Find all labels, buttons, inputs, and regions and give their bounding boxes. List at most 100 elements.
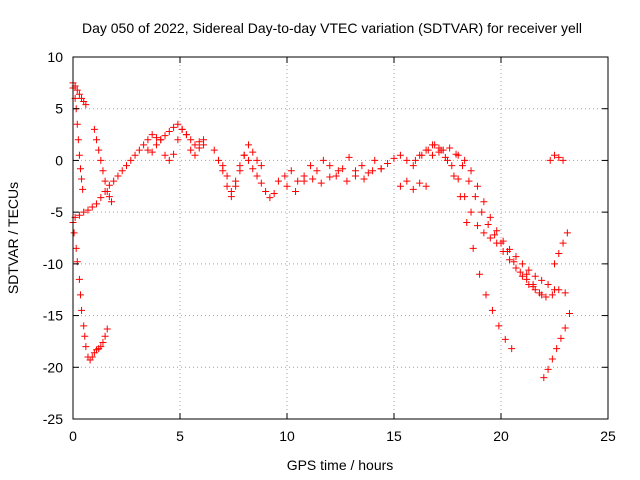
- data-point: [110, 177, 118, 185]
- data-point: [506, 256, 514, 264]
- data-point: [165, 156, 173, 164]
- data-point: [76, 291, 84, 299]
- data-point: [287, 167, 295, 175]
- data-point: [435, 148, 443, 156]
- data-point: [431, 141, 439, 149]
- data-point: [326, 162, 334, 170]
- data-point: [73, 86, 81, 94]
- data-point: [88, 353, 96, 361]
- data-point: [473, 222, 481, 230]
- data-point: [332, 172, 340, 180]
- data-point: [446, 144, 454, 152]
- data-point: [555, 153, 563, 161]
- data-point: [309, 175, 317, 183]
- data-point: [174, 136, 182, 144]
- data-point: [403, 156, 411, 164]
- y-tick-label: 10: [47, 49, 63, 65]
- series-arc-o: [454, 151, 558, 294]
- data-point: [253, 156, 261, 164]
- x-tick-label: 10: [279, 428, 295, 444]
- data-point: [80, 208, 88, 216]
- data-point: [232, 182, 240, 190]
- data-point: [75, 151, 83, 159]
- data-point: [396, 151, 404, 159]
- data-point: [512, 253, 520, 261]
- data-point: [313, 167, 321, 175]
- data-point: [292, 187, 300, 195]
- data-point: [557, 334, 565, 342]
- data-point: [240, 151, 248, 159]
- data-point: [561, 289, 569, 297]
- data-point: [157, 136, 165, 144]
- data-point: [491, 231, 499, 239]
- data-point: [548, 291, 556, 299]
- data-point: [463, 218, 471, 226]
- data-point: [182, 131, 190, 139]
- data-point: [294, 177, 302, 185]
- data-point: [439, 146, 447, 154]
- data-point: [152, 134, 160, 142]
- data-point: [103, 187, 111, 195]
- data-point: [450, 172, 458, 180]
- data-point: [75, 90, 83, 98]
- data-point: [90, 125, 98, 133]
- series-arc-p: [523, 270, 569, 301]
- data-point: [101, 332, 109, 340]
- data-point: [283, 182, 291, 190]
- data-point: [351, 172, 359, 180]
- data-point: [108, 198, 116, 206]
- data-point: [215, 156, 223, 164]
- data-point: [262, 187, 270, 195]
- y-axis-title: SDTVAR / TECUs: [5, 182, 21, 294]
- data-point: [300, 177, 308, 185]
- data-point: [551, 260, 558, 268]
- data-point: [536, 289, 544, 297]
- x-tick-label: 20: [493, 428, 509, 444]
- series-arc-s: [546, 151, 567, 164]
- data-point: [529, 281, 537, 289]
- data-point: [334, 167, 342, 175]
- data-point: [244, 156, 252, 164]
- series-arc-d: [71, 120, 208, 221]
- data-point: [458, 162, 466, 170]
- data-point: [161, 132, 169, 140]
- data-point: [97, 194, 105, 202]
- x-tick-label: 0: [69, 428, 77, 444]
- data-point: [75, 275, 83, 283]
- data-point: [70, 229, 78, 237]
- data-point: [516, 268, 524, 276]
- data-point: [114, 172, 122, 180]
- data-point: [384, 160, 392, 168]
- data-point: [187, 146, 195, 154]
- data-point: [371, 156, 379, 164]
- data-point: [187, 136, 195, 144]
- data-point: [506, 245, 514, 253]
- data-point: [377, 165, 385, 173]
- data-point: [360, 175, 368, 183]
- data-point: [508, 345, 516, 353]
- data-point: [546, 156, 554, 164]
- data-point: [540, 374, 548, 382]
- data-point: [97, 156, 105, 164]
- data-point: [81, 332, 89, 340]
- data-point: [469, 244, 477, 252]
- data-point: [326, 173, 334, 181]
- data-point: [148, 148, 156, 156]
- data-point: [223, 172, 231, 180]
- data-point: [518, 260, 526, 268]
- data-point: [358, 162, 366, 170]
- y-tick-label: 5: [55, 101, 63, 117]
- data-point: [78, 306, 86, 314]
- data-point: [473, 182, 481, 190]
- data-point: [88, 203, 96, 211]
- data-point: [127, 156, 135, 164]
- data-point: [93, 200, 101, 208]
- data-point: [244, 141, 252, 149]
- data-point: [266, 194, 274, 202]
- data-point: [317, 179, 325, 187]
- data-point: [493, 227, 501, 235]
- series-arc-f: [144, 125, 208, 164]
- data-point: [210, 146, 218, 154]
